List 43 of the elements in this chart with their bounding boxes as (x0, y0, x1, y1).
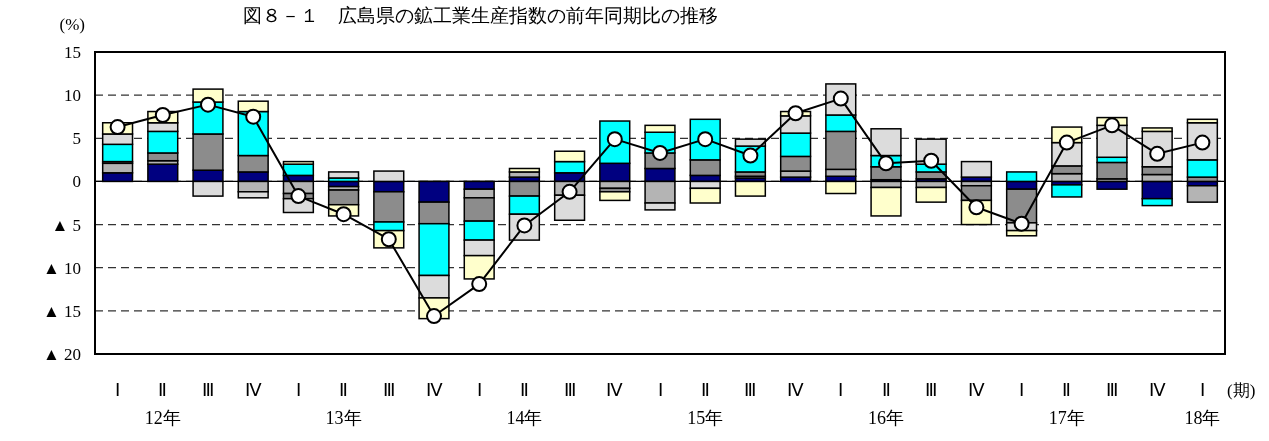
x-tick-label: Ⅲ (382, 380, 395, 400)
y-tick-label: 10 (64, 86, 81, 106)
text: 16年 (868, 408, 904, 428)
text: 12年 (144, 408, 181, 428)
x-tick-label: Ⅲ (202, 380, 214, 400)
x-tick-label: Ⅰ (1199, 380, 1205, 400)
x-tick-label: Ⅰ (657, 380, 663, 400)
x-tick-label: Ⅱ (881, 380, 891, 400)
x-tick-label: Ⅲ (1106, 380, 1118, 400)
x-tick-label: Ⅰ (115, 380, 121, 400)
x-tick-label: Ⅳ (244, 380, 262, 400)
chart-title: 図８－１ 広島県の鉱工業生産指数の前年同期比の推移 (242, 5, 718, 26)
text: 18年 (1184, 408, 1221, 428)
y-tick-label: ▲ 20 (42, 345, 81, 364)
x-axis-title: (期) (1227, 381, 1256, 400)
x-tick-label: Ⅰ (1019, 380, 1025, 400)
y-tick-label: ▲ 5 (51, 215, 81, 235)
text: 13年 (325, 408, 362, 428)
x-tick-label: Ⅲ (563, 380, 576, 400)
x-tick-label: Ⅳ (967, 380, 985, 400)
y-axis-title: (%) (59, 15, 85, 34)
x-tick-label: Ⅰ (295, 380, 301, 400)
x-tick-label: Ⅰ (838, 380, 844, 400)
x-tick-label: Ⅰ (476, 380, 482, 400)
x-tick-label: Ⅲ (744, 380, 757, 400)
y-tick-label: 5 (72, 129, 81, 149)
text: 17年 (1048, 408, 1085, 428)
x-tick-label: Ⅲ (925, 380, 938, 400)
x-tick-label: Ⅱ (1062, 380, 1072, 400)
x-tick-label: Ⅱ (519, 380, 529, 400)
y-tick-label: ▲ 15 (42, 301, 81, 321)
x-tick-label: Ⅳ (787, 380, 805, 400)
text: 14年 (506, 408, 543, 428)
x-tick-label: Ⅱ (158, 380, 168, 400)
x-tick-label: Ⅱ (700, 380, 710, 400)
x-tick-label: Ⅳ (425, 380, 443, 400)
y-tick-label: ▲ 10 (42, 258, 81, 278)
y-tick-label: 15 (64, 43, 81, 62)
x-tick-label: Ⅳ (606, 380, 624, 400)
x-tick-label: Ⅳ (1148, 380, 1166, 400)
x-tick-label: Ⅱ (339, 380, 349, 400)
text: 15年 (687, 408, 724, 428)
y-tick-label: 0 (72, 172, 81, 192)
